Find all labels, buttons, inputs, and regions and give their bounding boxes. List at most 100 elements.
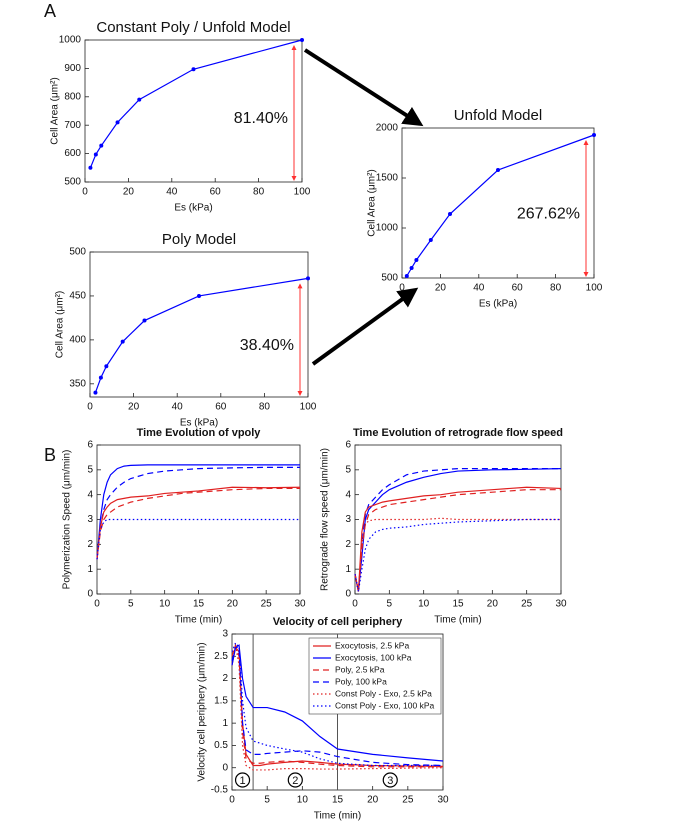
- y-axis-label: Cell Area (μm²): [367, 169, 378, 236]
- series-line: [96, 466, 300, 560]
- y-tick-label: 3: [87, 514, 93, 525]
- data-point: [448, 212, 452, 216]
- x-axis-label: Es (kPa): [479, 299, 517, 310]
- y-tick-label: 6: [87, 440, 93, 451]
- series-line: [354, 467, 561, 592]
- data-point: [120, 339, 125, 344]
- x-tick-label: 0: [87, 402, 93, 413]
- data-point: [592, 133, 596, 137]
- y-tick-label: 0: [345, 589, 351, 600]
- y-tick-label: 2: [87, 539, 93, 550]
- data-point: [496, 168, 500, 172]
- series-line: [354, 486, 562, 592]
- y-tick-label: 1.5: [214, 695, 228, 706]
- y-tick-label: 0.5: [214, 740, 228, 751]
- series-line: [96, 518, 300, 560]
- series-line: [354, 489, 561, 592]
- x-tick-label: 30: [294, 599, 306, 610]
- y-tick-label: 0: [222, 762, 228, 773]
- y-tick-label: 500: [69, 247, 86, 258]
- x-tick-label: 10: [297, 795, 309, 806]
- x-tick-label: 5: [128, 599, 134, 610]
- series-line: [231, 643, 443, 768]
- y-tick-label: 1: [87, 564, 93, 575]
- series-line: [231, 643, 444, 771]
- y-tick-label: 6: [345, 440, 351, 451]
- y-tick-label: 1: [345, 564, 351, 575]
- y-tick-label: 3: [222, 629, 228, 640]
- panel-label: B: [44, 445, 56, 465]
- panel-label: A: [44, 1, 56, 21]
- x-tick-label: 60: [210, 187, 222, 198]
- y-tick-label: 350: [69, 378, 86, 389]
- x-tick-label: 80: [550, 283, 562, 294]
- chart-title: Unfold Model: [454, 107, 542, 124]
- y-tick-label: 1500: [376, 173, 399, 184]
- x-tick-label: 30: [437, 795, 449, 806]
- x-tick-label: 15: [193, 599, 205, 610]
- data-point: [191, 67, 196, 72]
- legend-label: Poly, 2.5 kPa: [335, 664, 385, 674]
- x-tick-label: 0: [352, 599, 358, 610]
- chart-title: Velocity of cell periphery: [273, 616, 403, 628]
- y-tick-label: 500: [381, 273, 398, 284]
- data-point: [93, 152, 98, 157]
- x-tick-label: 5: [264, 795, 270, 806]
- legend-label: Const Poly - Exo, 2.5 kPa: [335, 688, 432, 698]
- x-tick-label: 40: [172, 402, 184, 413]
- y-axis-label: Cell Area (μm²): [50, 77, 61, 144]
- x-tick-label: 100: [586, 283, 603, 294]
- x-tick-label: 0: [82, 187, 88, 198]
- x-axis-label: Es (kPa): [180, 418, 218, 429]
- data-point: [98, 375, 103, 380]
- y-tick-label: 2: [345, 539, 351, 550]
- y-axis-label: Retrograde flow speed (μm/min): [320, 448, 331, 591]
- series-line: [96, 487, 300, 560]
- x-tick-label: 80: [253, 187, 265, 198]
- chart-title: Poly Model: [162, 231, 236, 248]
- x-axis-label: Time (min): [434, 615, 481, 626]
- x-tick-label: 20: [128, 402, 140, 413]
- data-point: [115, 120, 120, 125]
- annotation: 38.40%: [240, 337, 294, 354]
- x-tick-label: 0: [94, 599, 100, 610]
- y-tick-label: 5: [87, 464, 93, 475]
- annotation: 81.40%: [234, 110, 288, 127]
- legend-box: [308, 637, 442, 715]
- series-line: [96, 486, 301, 560]
- region-label: 1: [239, 775, 245, 787]
- x-tick-label: 10: [159, 599, 171, 610]
- chart-title: Time Evolution of vpoly: [137, 427, 262, 439]
- y-tick-label: 1: [222, 718, 228, 729]
- x-tick-label: 60: [512, 283, 524, 294]
- y-tick-label: 4: [87, 489, 93, 500]
- arrow: [311, 287, 419, 366]
- arrow: [303, 48, 424, 127]
- x-tick-label: 0: [229, 795, 235, 806]
- data-point: [137, 97, 142, 102]
- y-axis-label: Polymerization Speed (μm/min): [62, 450, 73, 590]
- x-tick-label: 60: [215, 402, 227, 413]
- legend-label: Const Poly - Exo, 100 kPa: [335, 700, 434, 710]
- x-tick-label: 100: [300, 402, 317, 413]
- chart-title: Time Evolution of retrograde flow speed: [353, 427, 563, 439]
- region-marker: [287, 772, 303, 788]
- series-line: [231, 641, 443, 767]
- x-tick-label: 20: [123, 187, 135, 198]
- x-tick-label: 25: [261, 599, 273, 610]
- annotation: 267.62%: [517, 206, 580, 223]
- x-tick-label: 15: [452, 599, 464, 610]
- x-tick-label: 30: [555, 599, 567, 610]
- x-tick-label: 25: [521, 599, 533, 610]
- data-point: [88, 165, 93, 170]
- y-tick-label: 600: [64, 148, 81, 159]
- x-axis-label: Time (min): [175, 615, 222, 626]
- y-tick-label: 5: [345, 464, 351, 475]
- y-tick-label: 2: [222, 673, 228, 684]
- data-point: [409, 266, 414, 270]
- data-point: [404, 274, 409, 278]
- region-label: 2: [292, 775, 298, 787]
- y-tick-label: 400: [69, 335, 86, 346]
- y-axis-label: Velocity cell periphery (μm/min): [197, 642, 208, 781]
